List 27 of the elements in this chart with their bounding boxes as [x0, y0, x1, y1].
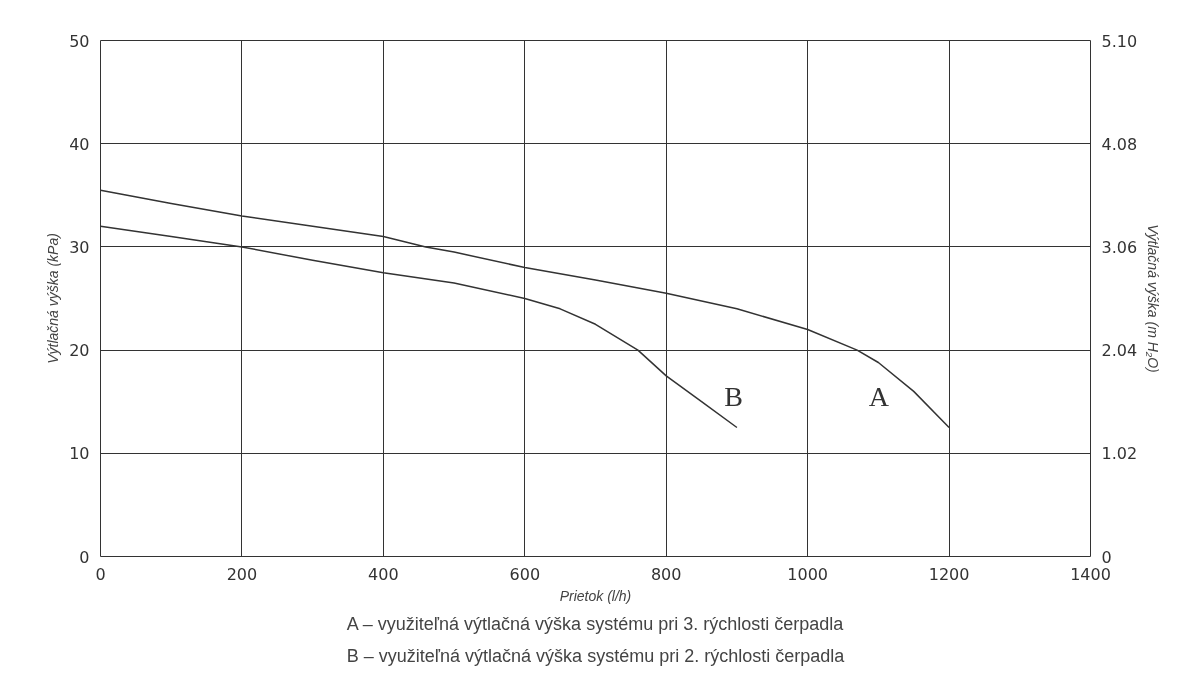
x-tick-label: 1200 — [928, 564, 970, 584]
x-tick-label: 600 — [509, 564, 541, 584]
x-tick-label: 400 — [368, 564, 399, 584]
y-tick-label: 40 — [69, 134, 90, 154]
x-tick-label: 1400 — [1070, 564, 1111, 584]
x-tick-label: 1000 — [787, 564, 828, 584]
y2-tick-label: 0 — [1101, 547, 1112, 567]
series-label: B — [724, 381, 743, 413]
y2-tick-label: 3.06 — [1101, 237, 1138, 257]
y-tick-label: 20 — [69, 341, 90, 361]
series-label: A — [868, 381, 890, 413]
y2-tick-label: 4.08 — [1101, 134, 1138, 154]
x-tick-label: 800 — [650, 564, 682, 584]
y-tick-label: 50 — [69, 31, 90, 51]
y2-tick-label: 2.04 — [1101, 341, 1138, 361]
text: A – využiteľná výtlačná výška systému pri 3. rýchlosti čerpadla — [346, 613, 845, 634]
y2-tick-label: 1.02 — [1101, 444, 1138, 464]
y-tick-label: 10 — [69, 444, 90, 464]
y-tick-label: 0 — [79, 547, 90, 567]
x-axis-title: Prietok (l/h) — [559, 587, 632, 604]
text: B – využiteľná výtlačná výška systému pri 2. rýchlosti čerpadla — [346, 645, 846, 666]
x-tick-label: 0 — [95, 564, 106, 584]
x-tick-label: 200 — [226, 564, 258, 584]
y-tick-label: 30 — [69, 237, 90, 257]
y2-tick-label: 5.10 — [1101, 31, 1138, 51]
y-axis-title: Výtlačná výška (kPa) — [45, 233, 62, 364]
y2-axis-title: Výtlačná výška (m H₂O) — [1145, 224, 1162, 373]
